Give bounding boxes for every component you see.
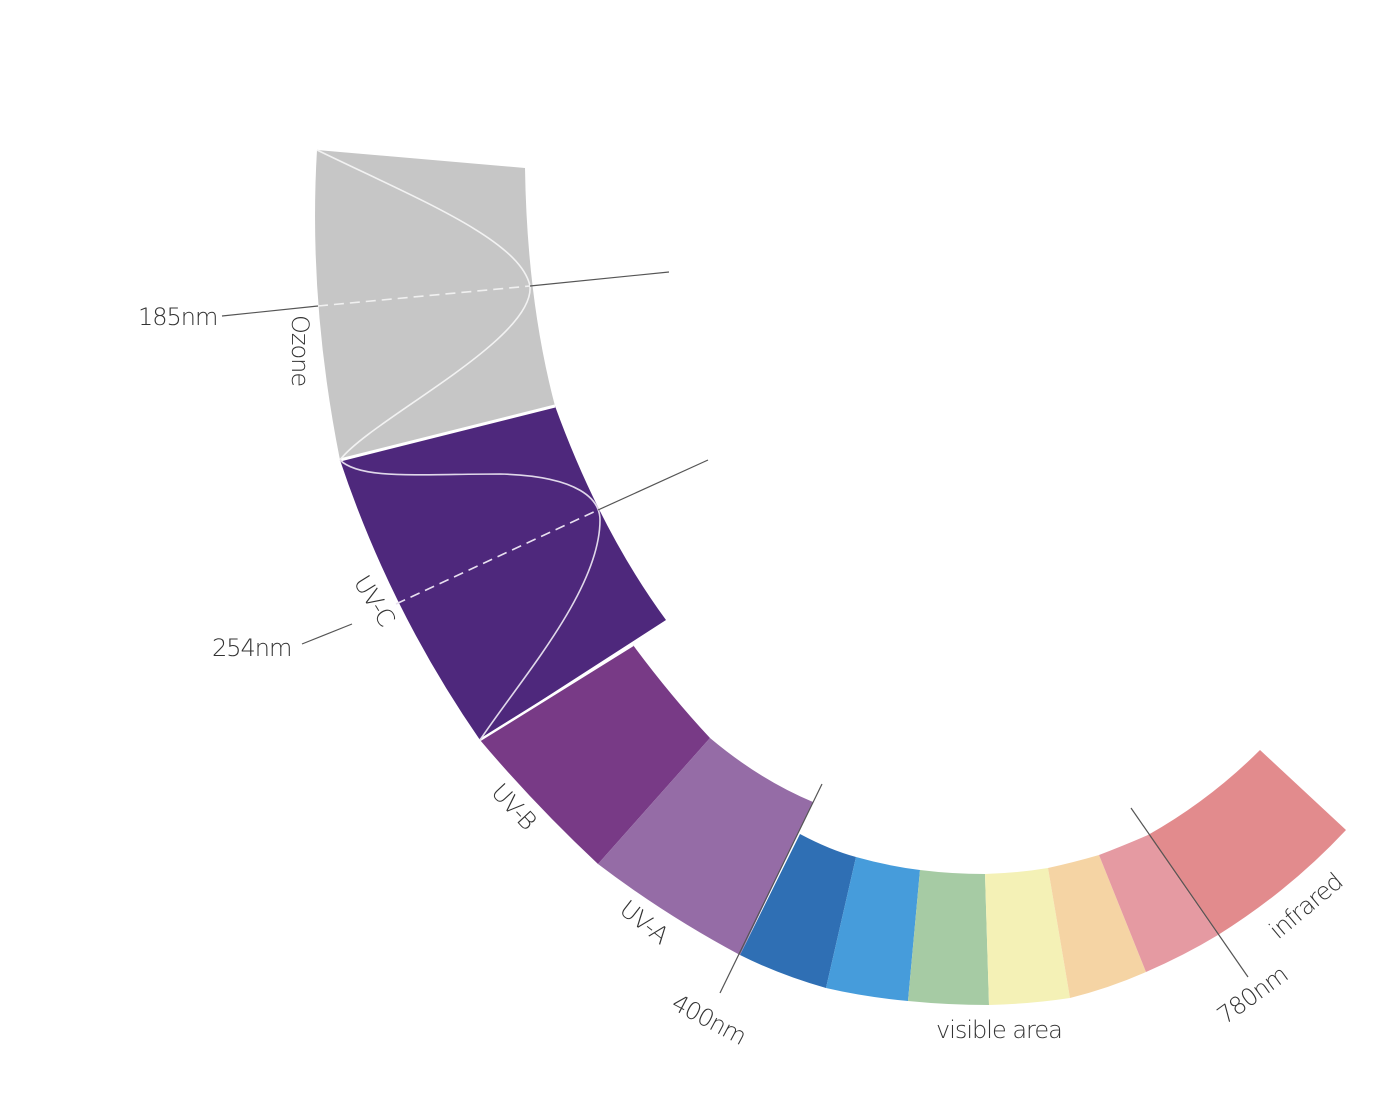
segment-green [908, 870, 989, 1005]
marker-254nm-label: 254nm [212, 634, 291, 662]
segment-uvc [340, 406, 666, 740]
marker-400nm-label: 400nm [667, 989, 750, 1051]
segment-blue [826, 857, 920, 1001]
segment-uvb [480, 645, 710, 864]
segment-red [1099, 835, 1218, 972]
segment-infrared [1148, 750, 1346, 935]
segment-orange [1048, 855, 1146, 998]
label-visible-area: visible area [936, 1016, 1062, 1044]
marker-185nm-label: 185nm [138, 303, 217, 331]
segment-ozone [315, 150, 555, 460]
label-ozone: Ozone [286, 315, 314, 386]
marker-780nm-label: 780nm [1212, 961, 1293, 1030]
segment-yellow [985, 868, 1070, 1005]
segment-violet-blue [740, 834, 856, 988]
uvc-curve [339, 459, 601, 741]
segment-uva [598, 738, 813, 955]
